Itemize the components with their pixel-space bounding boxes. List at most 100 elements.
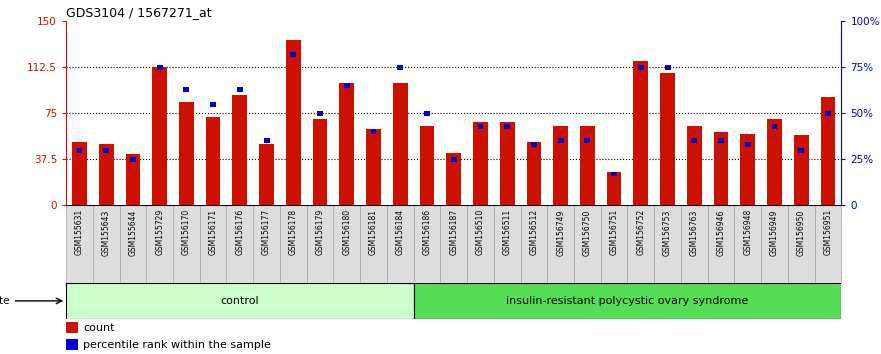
Bar (527, 142, 541, 205)
Bar (344, 83, 350, 88)
FancyBboxPatch shape (761, 205, 788, 283)
Bar (77, 148, 83, 153)
Bar (72, 142, 87, 205)
Bar (664, 65, 670, 70)
Text: control: control (220, 296, 259, 306)
Text: GSM155644: GSM155644 (129, 209, 137, 256)
FancyBboxPatch shape (574, 205, 601, 283)
Bar (794, 135, 809, 205)
Bar (473, 122, 488, 205)
Bar (607, 172, 621, 205)
FancyBboxPatch shape (226, 205, 253, 283)
Text: GSM156763: GSM156763 (690, 209, 699, 256)
Bar (66, 322, 78, 333)
FancyBboxPatch shape (360, 205, 387, 283)
Text: GSM155631: GSM155631 (75, 209, 84, 256)
Bar (397, 65, 403, 70)
Text: GSM156511: GSM156511 (503, 209, 512, 255)
FancyBboxPatch shape (93, 205, 120, 283)
Bar (660, 73, 675, 205)
Bar (584, 138, 590, 143)
Bar (206, 117, 220, 205)
FancyBboxPatch shape (440, 205, 467, 283)
FancyBboxPatch shape (521, 205, 547, 283)
Bar (740, 134, 755, 205)
Bar (183, 87, 189, 92)
Bar (744, 142, 751, 147)
Bar (291, 52, 296, 57)
Bar (558, 138, 564, 143)
Text: GSM156177: GSM156177 (262, 209, 271, 256)
Text: GSM156184: GSM156184 (396, 209, 404, 255)
Bar (317, 111, 323, 116)
Text: GSM156750: GSM156750 (583, 209, 592, 256)
Text: GDS3104 / 1567271_at: GDS3104 / 1567271_at (66, 6, 211, 19)
Bar (66, 339, 78, 350)
Text: insulin-resistant polycystic ovary syndrome: insulin-resistant polycystic ovary syndr… (507, 296, 749, 306)
Bar (152, 67, 167, 205)
FancyBboxPatch shape (280, 205, 307, 283)
Bar (237, 87, 243, 92)
FancyBboxPatch shape (735, 205, 761, 283)
Text: count: count (83, 323, 115, 333)
Text: GSM156512: GSM156512 (529, 209, 538, 255)
FancyBboxPatch shape (253, 205, 280, 283)
Text: GSM156946: GSM156946 (716, 209, 726, 256)
FancyBboxPatch shape (333, 205, 360, 283)
FancyBboxPatch shape (655, 205, 681, 283)
Bar (313, 119, 328, 205)
Bar (553, 126, 568, 205)
Text: GSM156951: GSM156951 (824, 209, 833, 256)
FancyBboxPatch shape (547, 205, 574, 283)
Text: GSM156176: GSM156176 (235, 209, 244, 256)
Text: GSM156948: GSM156948 (744, 209, 752, 256)
Bar (820, 97, 835, 205)
Bar (767, 119, 781, 205)
FancyBboxPatch shape (494, 205, 521, 283)
FancyBboxPatch shape (66, 205, 93, 283)
Bar (179, 102, 194, 205)
Bar (366, 129, 381, 205)
Bar (447, 153, 461, 205)
Bar (451, 157, 456, 162)
FancyBboxPatch shape (467, 205, 494, 283)
Text: GSM156170: GSM156170 (181, 209, 191, 256)
Bar (687, 126, 701, 205)
Bar (692, 138, 697, 143)
Text: GSM156753: GSM156753 (663, 209, 672, 256)
Bar (718, 138, 724, 143)
Bar (371, 129, 376, 134)
FancyBboxPatch shape (200, 205, 226, 283)
Bar (714, 132, 729, 205)
Text: GSM155729: GSM155729 (155, 209, 164, 256)
FancyBboxPatch shape (601, 205, 627, 283)
Text: GSM156510: GSM156510 (476, 209, 485, 256)
Text: GSM156171: GSM156171 (209, 209, 218, 255)
FancyBboxPatch shape (413, 205, 440, 283)
Bar (393, 82, 408, 205)
Text: GSM155643: GSM155643 (101, 209, 111, 256)
Bar (211, 102, 216, 107)
Bar (263, 138, 270, 143)
Text: GSM156179: GSM156179 (315, 209, 324, 256)
Bar (500, 122, 515, 205)
Bar (424, 111, 430, 116)
Text: GSM156751: GSM156751 (610, 209, 618, 256)
Bar (157, 65, 163, 70)
Bar (99, 144, 114, 205)
FancyBboxPatch shape (627, 205, 655, 283)
Text: GSM156749: GSM156749 (556, 209, 565, 256)
FancyBboxPatch shape (681, 205, 707, 283)
Bar (611, 172, 617, 177)
FancyBboxPatch shape (66, 283, 413, 319)
Bar (633, 61, 648, 205)
Bar (419, 126, 434, 205)
FancyBboxPatch shape (815, 205, 841, 283)
FancyBboxPatch shape (788, 205, 815, 283)
Bar (772, 124, 777, 129)
Bar (825, 111, 831, 116)
FancyBboxPatch shape (307, 205, 333, 283)
Text: GSM156180: GSM156180 (343, 209, 352, 255)
Text: GSM156752: GSM156752 (636, 209, 646, 256)
Bar (286, 40, 300, 205)
